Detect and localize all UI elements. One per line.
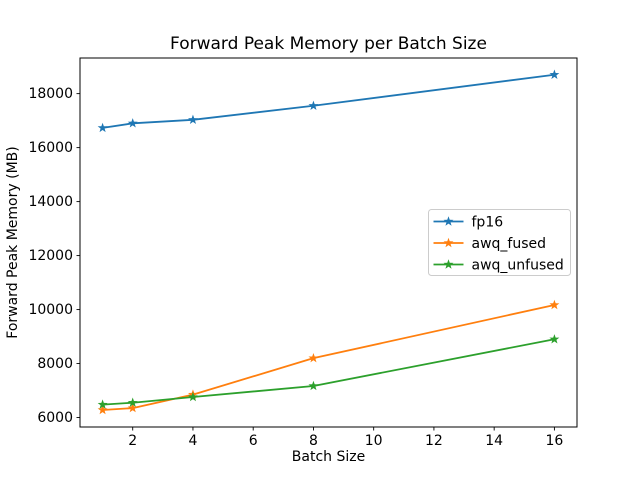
legend: fp16 awq_fused awq_unfused — [428, 209, 571, 276]
marker-awq_fused — [97, 404, 108, 415]
marker-fp16 — [127, 118, 138, 128]
x-tick-label: 14 — [485, 433, 503, 449]
y-tick-label: 16000 — [28, 140, 73, 156]
marker-awq_unfused — [127, 397, 138, 407]
x-tick-label: 6 — [249, 433, 258, 449]
marker-fp16 — [188, 114, 198, 125]
legend-label-awq_unfused: awq_unfused — [472, 258, 564, 274]
series-line-fp16 — [101, 73, 556, 129]
marker-awq_fused — [127, 402, 138, 413]
y-tick-label: 14000 — [28, 194, 73, 210]
x-tick-label: 10 — [365, 433, 383, 449]
legend-marker-awq_unfused — [443, 259, 454, 269]
y-tick-label: 10000 — [28, 302, 73, 318]
x-axis-ticks: 2 4 6 8 10 12 14 16 — [128, 427, 563, 449]
chart-title: Forward Peak Memory per Batch Size — [170, 34, 487, 54]
y-axis-label: Forward Peak Memory (MB) — [5, 146, 21, 338]
marker-awq_fused — [308, 352, 319, 363]
x-tick-label: 12 — [425, 433, 443, 449]
y-tick-label: 8000 — [37, 356, 73, 372]
x-tick-label: 8 — [309, 433, 318, 449]
legend-label-awq_fused: awq_fused — [472, 236, 547, 252]
marker-awq_unfused — [97, 399, 108, 409]
x-tick-label: 2 — [128, 433, 137, 449]
series-line-awq_unfused — [101, 338, 556, 406]
y-tick-label: 12000 — [28, 248, 73, 264]
y-tick-label: 6000 — [37, 410, 73, 426]
marker-awq_fused — [549, 299, 560, 310]
axes-border — [79, 57, 578, 428]
series-line-awq_fused — [101, 304, 556, 411]
marker-awq_unfused — [308, 380, 319, 391]
marker-fp16 — [97, 122, 108, 133]
data-series — [97, 69, 560, 415]
marker-awq_unfused — [188, 391, 198, 402]
x-tick-label: 16 — [545, 433, 563, 449]
marker-awq_unfused — [549, 334, 560, 344]
y-axis-ticks: 6000 8000 10000 12000 14000 16000 18000 — [28, 86, 80, 426]
x-tick-label: 4 — [188, 433, 197, 449]
marker-fp16 — [308, 100, 319, 110]
x-axis-label: Batch Size — [292, 449, 365, 465]
legend-label-fp16: fp16 — [472, 215, 504, 231]
legend-marker-awq_fused — [443, 237, 454, 248]
plot-frame — [79, 57, 578, 428]
marker-fp16 — [549, 69, 560, 79]
legend-marker-fp16 — [443, 216, 454, 226]
legend-box — [428, 209, 571, 276]
y-tick-label: 18000 — [28, 86, 73, 102]
